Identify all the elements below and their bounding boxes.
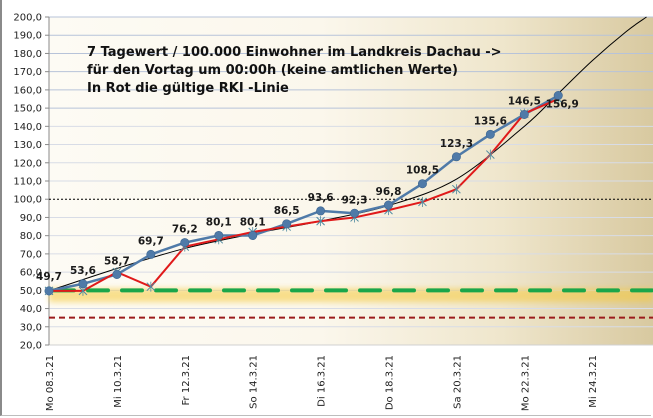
y-tick-label: 130,0	[13, 140, 42, 151]
series-layer	[44, 16, 647, 296]
data-label: 146,5	[508, 95, 541, 107]
series-line-dachau	[48, 94, 559, 293]
y-tick-label: 80,0	[20, 231, 42, 242]
dachau-point-marker	[248, 230, 258, 240]
y-tick-label: 190,0	[13, 31, 42, 42]
annotation-line: In Rot die gültige RKI -Linie	[87, 81, 289, 96]
y-tick-label: 150,0	[13, 104, 42, 115]
data-label: 135,6	[474, 115, 507, 127]
dachau-point-marker	[350, 208, 360, 218]
x-tick-label: Mi 24.3.21	[588, 355, 599, 408]
series-line-rki	[49, 98, 559, 292]
x-tick-label: Do 18.3.21	[385, 355, 396, 410]
data-label: 53,6	[70, 265, 96, 277]
y-tick-label: 40,0	[20, 304, 42, 315]
dachau-point-marker	[553, 91, 563, 101]
rki-point-marker	[452, 184, 461, 195]
rki-point-marker	[146, 281, 156, 292]
data-labels: 49,7 53,6 58,7 69,7 76,2 80,1 80,1 86,5 93,6 92,3…	[36, 95, 579, 282]
data-label: 80,1	[240, 216, 266, 228]
data-label: 123,3	[440, 138, 473, 150]
y-tick-label: 30,0	[20, 322, 42, 333]
dachau-point-marker	[417, 179, 427, 189]
y-tick-label: 110,0	[13, 177, 42, 188]
y-tick-label: 70,0	[20, 249, 42, 260]
data-label: 69,7	[138, 235, 164, 247]
dachau-point-marker	[214, 230, 224, 240]
data-label: 80,1	[206, 216, 232, 228]
data-label: 86,5	[274, 205, 300, 217]
dachau-point-marker	[383, 200, 393, 210]
y-tick-label: 140,0	[13, 122, 42, 133]
data-label: 49,7	[36, 271, 62, 283]
dachau-point-marker	[451, 152, 461, 162]
dachau-point-marker	[78, 279, 88, 289]
dachau-point-marker	[44, 286, 54, 296]
x-tick-label: Mo 08.3.21	[45, 355, 56, 411]
data-label: 92,3	[342, 194, 368, 206]
data-label: 76,2	[172, 224, 198, 236]
y-tick-label: 60,0	[20, 268, 42, 279]
dachau-point-marker	[282, 219, 292, 229]
y-tick-label: 180,0	[13, 49, 42, 60]
y-tick-label: 90,0	[20, 213, 42, 224]
data-label: 93,6	[308, 192, 334, 204]
trend-line	[48, 16, 647, 292]
x-axis: Mo 08.3.21 Mi 10.3.21 Fr 12.3.21 So 14.3.21…	[45, 355, 599, 411]
x-tick-label: Sa 20.3.21	[452, 355, 463, 409]
y-tick-label: 120,0	[13, 158, 42, 169]
data-label: 156,9	[546, 99, 579, 111]
rki-point-marker	[418, 196, 427, 207]
rki-point-marker	[316, 216, 325, 227]
x-tick-label: Mi 10.3.21	[113, 355, 124, 408]
dachau-point-marker	[316, 206, 326, 216]
x-tick-label: Fr 12.3.21	[181, 355, 192, 405]
annotation-line: für den Vortag um 00:00h (keine amtliche…	[87, 63, 458, 78]
x-tick-label: Mo 22.3.21	[520, 355, 531, 411]
dachau-point-marker	[112, 269, 122, 279]
y-tick-label: 160,0	[13, 85, 42, 96]
data-label: 96,8	[376, 186, 402, 198]
dachau-point-marker	[519, 109, 529, 119]
data-label: 108,5	[406, 165, 439, 177]
rki-point-marker	[485, 149, 495, 160]
x-tick-label: Di 16.3.21	[317, 355, 328, 407]
y-tick-label: 200,0	[13, 13, 42, 24]
y-tick-label: 170,0	[13, 67, 42, 78]
dachau-point-marker	[180, 238, 190, 248]
chart-annotation: 7 Tagewert / 100.000 Einwohner im Landkr…	[87, 45, 502, 96]
dachau-point-marker	[146, 249, 156, 259]
reference-lines	[49, 198, 653, 321]
y-tick-label: 100,0	[13, 195, 42, 206]
y-tick-label: 20,0	[20, 341, 42, 352]
dachau-point-marker	[485, 129, 495, 139]
y-axis: 20,0 30,0 40,0 50,0 60,0 70,0 80,0 90,0 100,0 110…	[13, 13, 50, 352]
y-tick-label: 50,0	[20, 286, 42, 297]
data-label: 58,7	[104, 255, 130, 267]
annotation-line: 7 Tagewert / 100.000 Einwohner im Landkr…	[87, 45, 502, 60]
x-tick-label: So 14.3.21	[249, 355, 260, 409]
